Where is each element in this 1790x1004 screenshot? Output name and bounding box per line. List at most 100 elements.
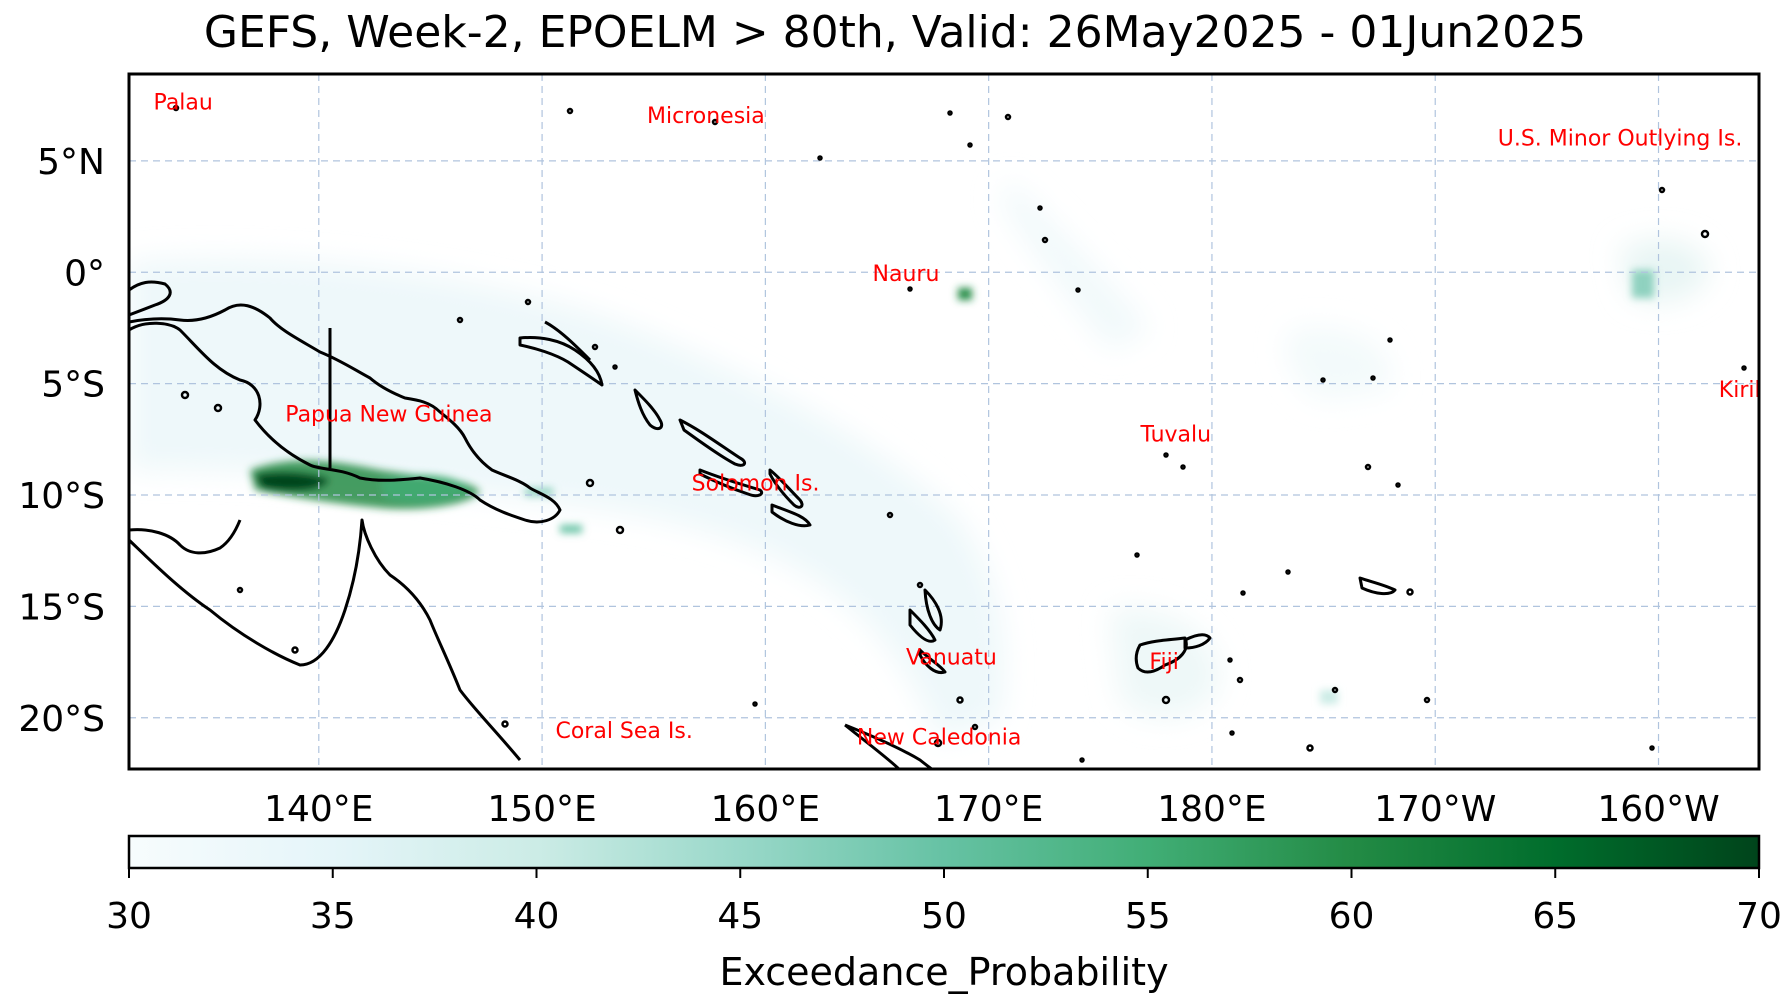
island-futuna — [1240, 590, 1246, 596]
map-frame — [127, 72, 1761, 771]
colorbar-tick-label: 40 — [514, 896, 560, 937]
island-rossel — [615, 525, 625, 535]
coast-new-ireland — [544, 320, 592, 362]
map-content: Palau Micronesia U.S. Minor Outlying Is. Na… — [129, 74, 1790, 769]
coast-solomon-4 — [770, 503, 812, 528]
island-tonga-3 — [1306, 744, 1314, 752]
island-tanimbar — [236, 586, 244, 594]
lat-tick-label: 5°N — [37, 142, 105, 183]
lat-tick-label: 0° — [64, 253, 105, 294]
island-marshall-1 — [947, 110, 953, 116]
colorbar-tick-label: 30 — [106, 896, 152, 937]
island-gilbert-3 — [1075, 287, 1081, 293]
coast-new-caledonia — [844, 723, 935, 769]
colorbar-tick-label: 55 — [1125, 896, 1171, 937]
colorbar-tick-label: 50 — [921, 896, 967, 937]
coast-new-britain — [518, 336, 604, 387]
shading-tonga — [1320, 690, 1338, 704]
shading-band-gilbert — [1000, 180, 1150, 350]
island-fiji-lau-1 — [1227, 657, 1233, 663]
island-loyalty-2 — [971, 723, 979, 731]
island-rotuma — [1285, 569, 1291, 575]
place-label-u-s-minor-outlying-is: U.S. Minor Outlying Is. — [1498, 126, 1743, 151]
coast-solomon-3 — [768, 468, 804, 509]
island-loyalty-1 — [956, 696, 964, 704]
island-fiji-lau-2 — [1236, 676, 1244, 684]
island-fiji-kadavu — [1161, 695, 1171, 705]
place-label-micronesia: Micronesia — [647, 104, 765, 129]
colorbar-tick-label: 45 — [717, 896, 763, 937]
island-woodlark — [585, 478, 595, 488]
coast-samoa — [1358, 576, 1397, 596]
place-label-fiji: Fiji — [1149, 650, 1178, 675]
island-loyalty-3 — [933, 738, 943, 748]
island-micronesia-3 — [817, 155, 823, 161]
place-label-nauru: Nauru — [873, 262, 940, 287]
shading-tokelau — [1286, 328, 1392, 400]
island-kiritimati-1 — [1658, 186, 1666, 194]
lon-tick-label: 160°W — [1597, 789, 1719, 830]
place-label-palau: Palau — [154, 91, 213, 116]
coast-fiji-viti-levu — [1134, 636, 1188, 674]
island-tokelau-2 — [1370, 375, 1376, 381]
colorbar-tick-label: 65 — [1532, 896, 1578, 937]
place-label-papua-new-guinea: Papua New Guinea — [285, 403, 492, 428]
place-label-kiribati: Kiribati — [1719, 378, 1790, 403]
island-marshall-2 — [1004, 113, 1012, 121]
island-santa-cruz — [886, 511, 894, 519]
lat-tick-label: 20°S — [18, 699, 105, 740]
island-tuvalu-2 — [1180, 464, 1186, 470]
small-islands — [172, 104, 1747, 763]
coastlines — [129, 280, 1397, 769]
probability-field-high — [250, 270, 1654, 704]
island-micronesia-2 — [711, 118, 719, 126]
island-tokelau-3 — [1320, 377, 1326, 383]
longitude-tick-labels: 140°E 150°E 160°E 170°E 180°E 170°W 160°W — [264, 789, 1720, 830]
shading-kiribati — [1632, 270, 1654, 298]
lat-tick-label: 10°S — [18, 476, 105, 517]
island-am-samoa — [1406, 588, 1414, 596]
island-wallis — [1134, 552, 1140, 558]
place-label-vanuatu: Vanuatu — [906, 645, 997, 670]
chart-title: GEFS, Week-2, EPOELM > 80th, Valid: 26Ma… — [204, 7, 1586, 58]
gridlines — [129, 74, 1759, 769]
island-admiralty — [524, 298, 532, 306]
island-coral-sea — [752, 701, 758, 707]
island-tokelau-1 — [1387, 337, 1393, 343]
coast-bougainville — [633, 388, 664, 431]
island-tokelau-4 — [1395, 482, 1401, 488]
place-label-coral-sea-is: Coral Sea Is. — [555, 719, 692, 744]
lon-tick-label: 170°E — [934, 789, 1043, 830]
lon-tick-label: 150°E — [487, 789, 596, 830]
island-manus — [456, 316, 464, 324]
colorbar — [127, 834, 1761, 870]
coast-fiji-vanua-levu — [1183, 633, 1212, 650]
island-wellesley — [291, 646, 299, 654]
island-australia-coast — [501, 720, 509, 728]
shading-louisiade — [560, 525, 582, 533]
island-tonga-2 — [1423, 696, 1431, 704]
coast-solomon-2 — [698, 468, 764, 498]
colorbar-ticks: 30 35 40 45 50 55 60 65 70 — [106, 868, 1782, 937]
island-marshall-3 — [967, 142, 973, 148]
island-tonga-1 — [1331, 686, 1339, 694]
island-torres — [916, 581, 924, 589]
lon-tick-label: 170°W — [1374, 789, 1496, 830]
coast-solomon-1 — [678, 418, 747, 467]
colorbar-tick-label: 35 — [310, 896, 356, 937]
island-kiritimati-2 — [1700, 229, 1710, 239]
island-palau — [172, 104, 180, 112]
island-aru — [180, 390, 190, 400]
island-bismarck-2 — [612, 364, 618, 370]
lon-tick-label: 180°E — [1157, 789, 1266, 830]
island-tuvalu — [1163, 452, 1169, 458]
island-bismarck — [591, 343, 599, 351]
lon-tick-label: 140°E — [264, 789, 373, 830]
coast-vanuatu — [908, 588, 947, 675]
colorbar-tick-label: 70 — [1736, 896, 1782, 937]
latitude-tick-labels: 5°N 0° 5°S 10°S 15°S 20°S — [18, 142, 105, 740]
shading-nauru — [958, 288, 972, 300]
island-swains — [1364, 463, 1372, 471]
place-labels: Palau Micronesia U.S. Minor Outlying Is. Na… — [154, 91, 1790, 751]
